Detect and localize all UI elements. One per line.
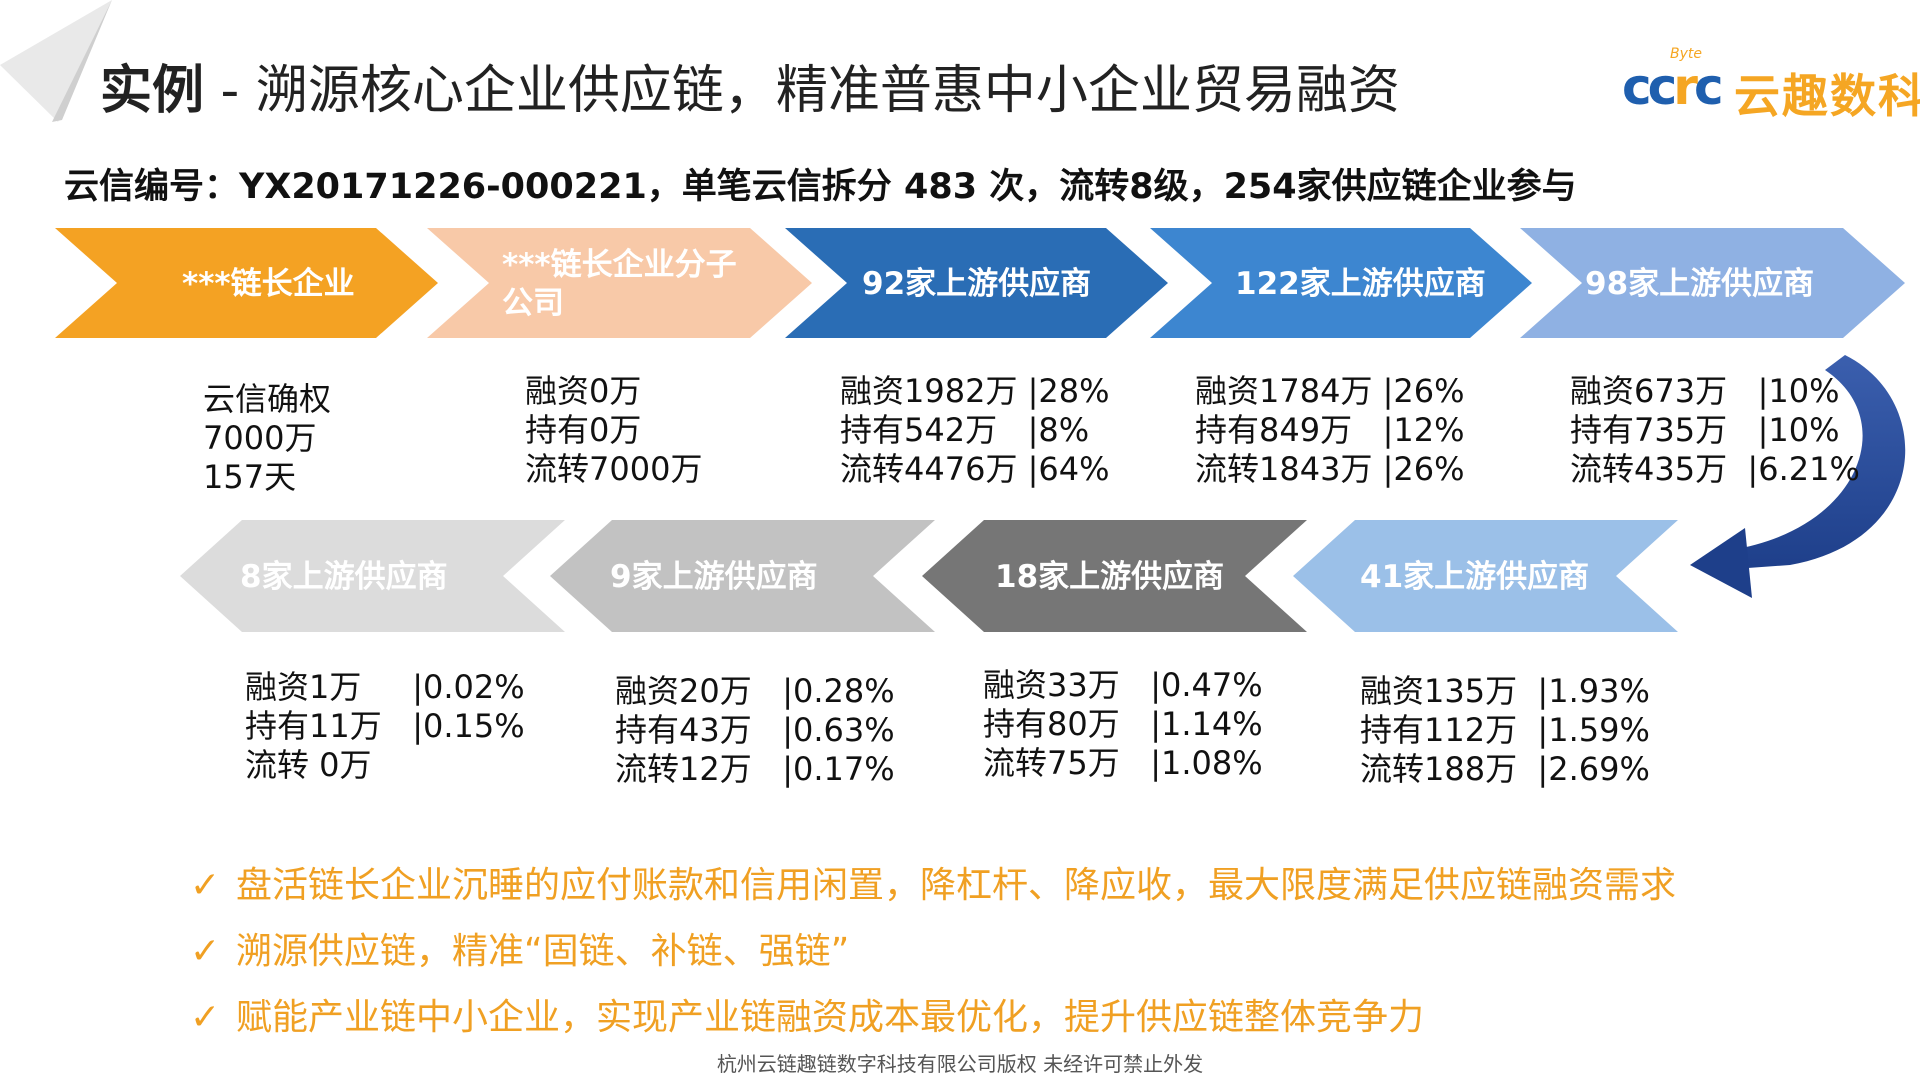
row2-stage-1-shape (180, 520, 565, 632)
stat-line: 融资135万 |1.93% (1360, 672, 1650, 710)
stat-line: 融资0万 (525, 372, 642, 410)
row1-stage-2-label: ***链长企业分子 (502, 247, 737, 283)
subtitle: 云信编号：YX20171226-000221，单笔云信拆分 483 次，流转8级… (64, 167, 1577, 207)
stat-line: 流转188万 |2.69% (1360, 750, 1650, 788)
stat-line: 流转1843万 |26% (1195, 450, 1465, 488)
row2-stage-2-label: 9家上游供应商 (610, 559, 818, 595)
corner-triangle-decoration (0, 0, 112, 122)
stat-line: 流转75万 |1.08% (983, 744, 1263, 782)
stat-line: 融资1784万 |26% (1195, 372, 1465, 410)
stat-line: 云信确权 (203, 380, 332, 418)
stat-line: 流转4476万 |64% (840, 450, 1110, 488)
stat-line: 融资20万 |0.28% (615, 672, 895, 710)
row2-stage-4-stats: 融资135万 |1.93% 持有112万 |1.59% 流转188万 |2.69% (1360, 672, 1650, 789)
page-title: 实例 - 溯源核心企业供应链，精准普惠中小企业贸易融资 (100, 48, 1400, 123)
row1-stage-3-label: 92家上游供应商 (862, 266, 1091, 302)
stat-line: 持有849万 |12% (1195, 411, 1465, 449)
row1-stage-5-label: 98家上游供应商 (1585, 266, 1814, 302)
title-rest: - 溯源核心企业供应链，精准普惠中小企业贸易融资 (204, 61, 1400, 121)
stat-line: 持有0万 (525, 411, 642, 449)
stat-line: 融资33万 |0.47% (983, 666, 1263, 704)
stat-line: 融资1万 |0.02% (245, 668, 525, 706)
row1-stage-4-label: 122家上游供应商 (1235, 266, 1486, 302)
row2-stage-1-stats: 融资1万 |0.02% 持有11万 |0.15% 流转 0万 (245, 668, 525, 785)
row2-stage-3-label: 18家上游供应商 (995, 559, 1224, 595)
title-bold: 实例 (100, 61, 205, 121)
bullet-text: 赋能产业链中小企业，实现产业链融资成本最优化，提升供应链整体竞争力 (236, 997, 1425, 1038)
stat-line: 融资1982万 |28% (840, 372, 1110, 410)
row1-stage-2-label: 公司 (502, 286, 564, 322)
footer-copyright: 杭州云链趣链数字科技有限公司版权 未经许可禁止外发 (716, 1052, 1204, 1076)
stat-line: 流转7000万 (525, 450, 703, 488)
row1-stage-1-label: ***链长企业 (182, 266, 355, 302)
stat-line: 流转435万 |6.21% (1570, 450, 1860, 488)
row1-stage-2-stats: 融资0万 持有0万 流转7000万 (525, 372, 702, 489)
row2-stage-1-label: 8家上游供应商 (240, 559, 448, 595)
stat-line: 持有11万 |0.15% (245, 707, 525, 745)
row1-stage-4-stats: 融资1784万 |26% 持有849万 |12% 流转1843万 |26% (1195, 372, 1465, 489)
stat-line: 157天 (203, 458, 297, 496)
row1-stage-5-stats: 融资673万 |10% 持有735万 |10% 流转435万 |6.21% (1570, 372, 1860, 489)
check-icon: ✓ (190, 931, 221, 972)
bullet-2: ✓ 溯源供应链，精准“固链、补链、强链” (190, 922, 849, 974)
stat-line: 持有43万 |0.63% (615, 711, 895, 749)
row2-stage-2-stats: 融资20万 |0.28% 持有43万 |0.63% 流转12万 |0.17% (615, 672, 895, 789)
logo-mark: ccrc (1622, 58, 1724, 116)
row2-stage-3-stats: 融资33万 |0.47% 持有80万 |1.14% 流转75万 |1.08% (983, 666, 1263, 783)
row2-stage-2-shape (550, 520, 935, 632)
stat-line: 融资673万 |10% (1570, 372, 1840, 410)
bullet-3: ✓ 赋能产业链中小企业，实现产业链融资成本最优化，提升供应链整体竞争力 (190, 988, 1424, 1040)
row1-stage-2-shape (427, 228, 812, 338)
stat-line: 持有80万 |1.14% (983, 705, 1263, 743)
bullet-1: ✓ 盘活链长企业沉睡的应付账款和信用闲置，降杠杆、降应收，最大限度满足供应链融资需… (190, 856, 1676, 908)
bullet-text: 盘活链长企业沉睡的应付账款和信用闲置，降杠杆、降应收，最大限度满足供应链融资需求 (236, 865, 1677, 906)
stat-line: 7000万 (203, 419, 317, 457)
stat-line: 持有112万 |1.59% (1360, 711, 1650, 749)
row1-stage-3-shape (785, 228, 1168, 338)
row1-stage-4-shape (1150, 228, 1532, 338)
stat-line: 流转 0万 (245, 746, 372, 784)
curved-arrow-icon (1690, 355, 1906, 598)
check-icon: ✓ (190, 865, 221, 906)
row2-stage-3-shape (922, 520, 1307, 632)
row1-stage-5-shape (1520, 228, 1905, 338)
row1-stage-3-stats: 融资1982万 |28% 持有542万 |8% 流转4476万 |64% (840, 372, 1110, 489)
row2-stage-4-label: 41家上游供应商 (1360, 559, 1589, 595)
row1-stage-1-shape (55, 228, 438, 338)
row2-stage-4-shape (1293, 520, 1678, 632)
check-icon: ✓ (190, 997, 221, 1038)
stat-line: 持有542万 |8% (840, 411, 1090, 449)
stat-line: 持有735万 |10% (1570, 411, 1840, 449)
logo-name: 云趣数科 (1734, 69, 1920, 123)
row1-stage-1-stats: 云信确权 7000万 157天 (203, 380, 331, 497)
logo-byte: Byte (1670, 46, 1702, 62)
bullet-text: 溯源供应链，精准“固链、补链、强链” (236, 931, 850, 972)
stat-line: 流转12万 |0.17% (615, 750, 895, 788)
